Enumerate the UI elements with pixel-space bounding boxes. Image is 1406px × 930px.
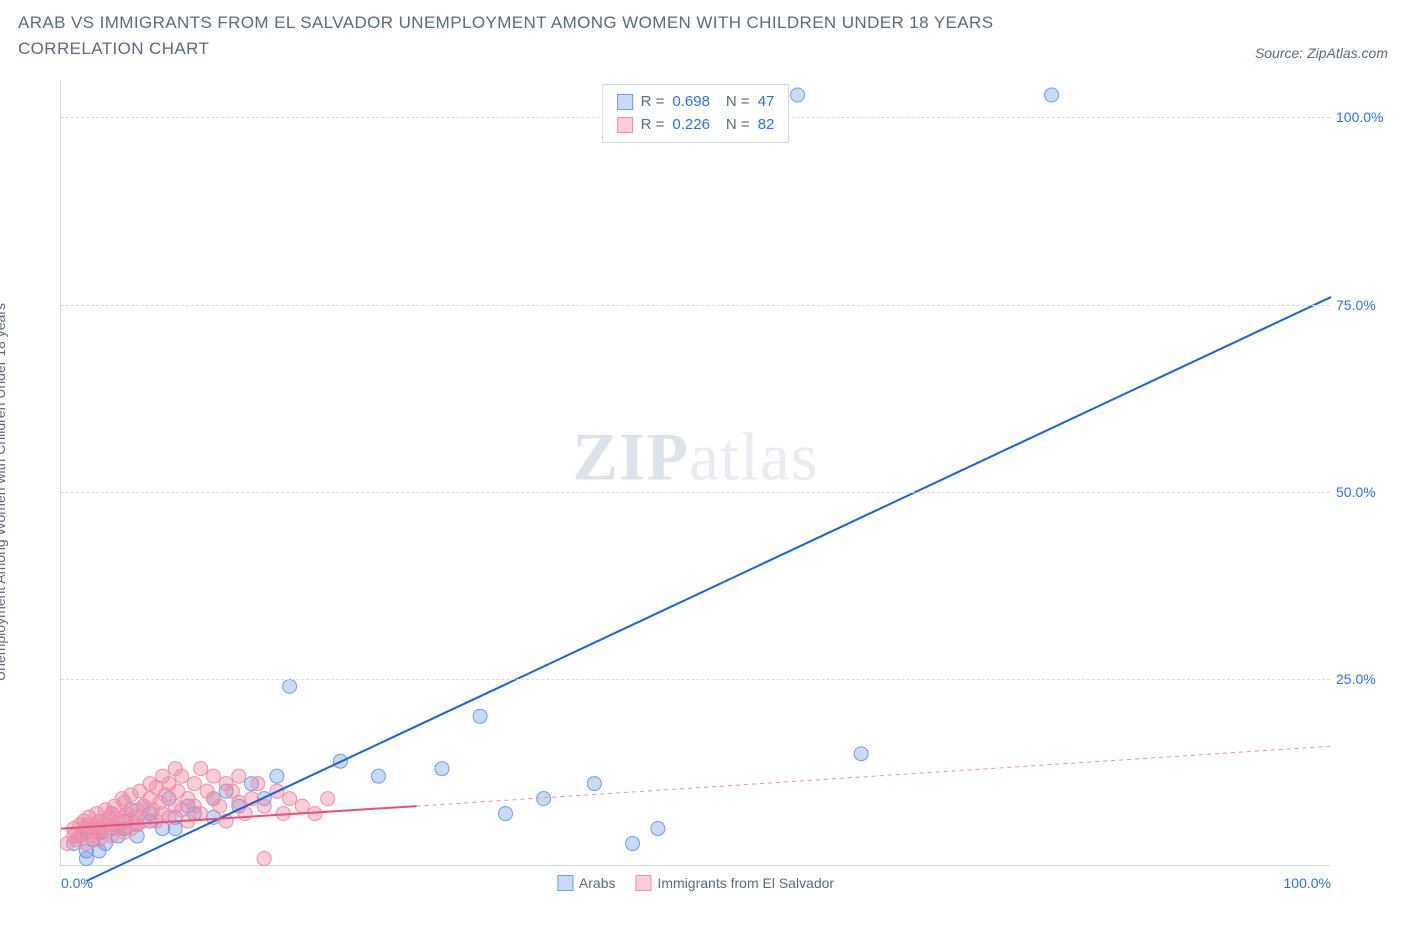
- bottom-legend: Arabs Immigrants from El Salvador: [557, 875, 834, 891]
- source-credit: Source: ZipAtlas.com: [1255, 45, 1388, 61]
- y-tick-label: 50.0%: [1336, 484, 1392, 500]
- stats-row-series-a: R = 0.698 N = 47: [617, 91, 775, 114]
- plot-area: ZIPatlas R = 0.698 N = 47 R = 0.226 N = …: [60, 80, 1330, 866]
- y-tick-label: 25.0%: [1336, 671, 1392, 687]
- legend-swatch-b: [635, 875, 651, 891]
- y-tick-label: 100.0%: [1336, 109, 1392, 125]
- y-axis-label: Unemployment Among Women with Children U…: [0, 303, 8, 681]
- legend-label-b: Immigrants from El Salvador: [657, 875, 834, 891]
- scatter-plot-svg: [61, 80, 1330, 865]
- stats-legend-box: R = 0.698 N = 47 R = 0.226 N = 82: [602, 84, 790, 143]
- legend-item-a: Arabs: [557, 875, 616, 891]
- swatch-series-a: [617, 94, 633, 110]
- x-tick-label: 0.0%: [61, 875, 93, 891]
- x-tick-label: 100.0%: [1284, 875, 1331, 891]
- chart-title: ARAB VS IMMIGRANTS FROM EL SALVADOR UNEM…: [18, 10, 1118, 61]
- legend-swatch-a: [557, 875, 573, 891]
- y-tick-label: 75.0%: [1336, 297, 1392, 313]
- legend-item-b: Immigrants from El Salvador: [635, 875, 834, 891]
- legend-label-a: Arabs: [579, 875, 616, 891]
- chart-container: Unemployment Among Women with Children U…: [18, 72, 1388, 912]
- stats-row-series-b: R = 0.226 N = 82: [617, 114, 775, 137]
- swatch-series-b: [617, 117, 633, 133]
